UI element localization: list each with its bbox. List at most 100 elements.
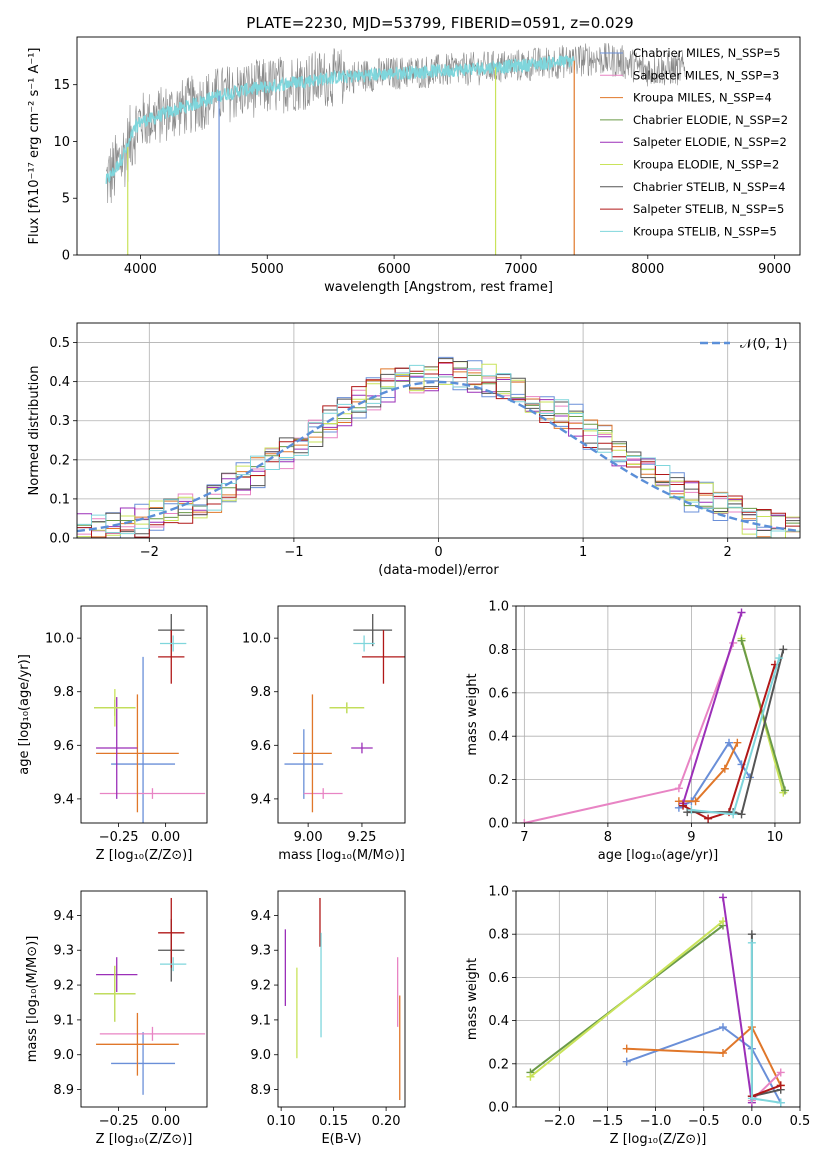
- plot-area: [284, 897, 401, 1101]
- weight-line-salpeter_stelib: [751, 1084, 782, 1098]
- y-tick-label: 9.2: [53, 979, 74, 994]
- y-tick-label: 10: [53, 135, 70, 150]
- y-tick-label: 10.0: [45, 632, 74, 647]
- x-tick-label: −1.5: [592, 1114, 624, 1129]
- spectrum-panel: 4000 5000 6000 7000 8000 9000 0 5 10 15 wavelength…: [27, 36, 801, 295]
- weight-marker: [520, 819, 529, 823]
- weight-marker: [622, 1057, 631, 1066]
- x-tick-label: −2.0: [544, 1114, 576, 1129]
- x-axis-label: Z [log₁₀(Z/Z⊙)]: [96, 848, 193, 863]
- plot-area: [94, 614, 206, 823]
- y-tick-label: 9.0: [250, 1048, 271, 1063]
- plot-area: [94, 897, 206, 1095]
- x-tick-label: 0.15: [319, 1114, 348, 1129]
- y-tick-label: 0.3: [49, 414, 70, 429]
- mass-vs-extinction-panel: 0.10 0.15 0.20 8.9 9.0 9.1 9.2 9.3 9.4 E(B-V): [250, 890, 406, 1147]
- weight-marker: [674, 784, 683, 793]
- weight-line-kroupa_miles: [626, 1025, 782, 1086]
- x-axis-label: Z [log₁₀(Z/Z⊙)]: [610, 1132, 707, 1147]
- weight-marker: [526, 1072, 535, 1081]
- y-tick-label: 0.2: [488, 773, 509, 788]
- weight-marker: [683, 808, 692, 817]
- weight-marker: [691, 797, 700, 806]
- x-tick-label: 8: [604, 830, 612, 845]
- weight-marker: [718, 1049, 727, 1057]
- x-tick-label: −2: [140, 545, 159, 560]
- x-tick-label: 5000: [251, 262, 284, 277]
- y-tick-label: 9.8: [53, 685, 74, 700]
- legend-entry: 𝒩(0, 1): [740, 337, 787, 352]
- weight-marker: [622, 1044, 631, 1053]
- x-tick-label: 0: [434, 545, 442, 560]
- x-tick-label: 7000: [504, 262, 537, 277]
- y-axis-label: mass weight: [465, 673, 480, 755]
- y-tick-label: 9.4: [250, 909, 271, 924]
- weight-marker: [674, 797, 683, 806]
- y-tick-label: 10.0: [242, 632, 271, 647]
- plot-area: [284, 614, 405, 813]
- y-tick-label: 0.0: [488, 1101, 509, 1116]
- legend-entry: Chabrier MILES, N_SSP=5: [633, 46, 780, 60]
- legend-entry: Kroupa MILES, N_SSP=4: [633, 91, 772, 105]
- y-tick-label: 0.2: [488, 1057, 509, 1072]
- weight-line-chabrier_stelib: [750, 934, 781, 1098]
- y-tick-label: 8.9: [250, 1083, 271, 1098]
- x-tick-label: 0.00: [151, 830, 180, 845]
- axes-frame: [76, 322, 801, 539]
- y-tick-label: 0.0: [488, 817, 509, 832]
- normal-curve: [77, 380, 800, 533]
- legend-entry: Salpeter ELODIE, N_SSP=2: [633, 135, 787, 149]
- y-tick-label: 5: [62, 192, 70, 207]
- y-axis-label: age [log₁₀(age/yr)]: [17, 654, 32, 775]
- y-tick-label: 9.4: [53, 792, 74, 807]
- residuals-panel: −2 −1 0 1 2 0.0 0.1 0.2 0.3 0.4 0.5 (data-model)/er…: [27, 322, 801, 578]
- x-tick-label: −0.5: [688, 1114, 720, 1129]
- x-tick-label: −0.25: [99, 830, 139, 845]
- x-tick-label: 9.00: [294, 830, 323, 845]
- x-axis-label: mass [log₁₀(M/M⊙)]: [278, 848, 405, 863]
- weight-marker: [737, 636, 746, 645]
- y-tick-label: 9.0: [53, 1048, 74, 1063]
- weight-marker: [718, 893, 727, 902]
- y-tick-label: 0.0: [49, 532, 70, 547]
- weight-marker: [718, 1023, 727, 1032]
- x-tick-label: 10: [767, 830, 784, 845]
- weight-marker: [720, 764, 729, 773]
- x-axis-label: wavelength [Angstrom, rest frame]: [324, 280, 553, 295]
- y-tick-label: 9.3: [53, 944, 74, 959]
- y-axis-label: mass [log₁₀(M/M⊙)]: [25, 936, 40, 1063]
- x-tick-label: 0.0: [742, 1114, 763, 1129]
- x-tick-label: 2: [724, 545, 732, 560]
- weight-vs-age-panel: 7 8 9 10 0.0 0.2 0.4 0.6 0.8 1.0 age [log₁₀(age/yr…: [465, 600, 801, 863]
- y-tick-label: 9.6: [53, 739, 74, 754]
- x-tick-label: −1.0: [640, 1114, 672, 1129]
- y-tick-label: 1.0: [488, 600, 509, 615]
- weight-marker: [775, 654, 784, 663]
- axes-frame: [277, 890, 406, 1108]
- observed-spectrum: [105, 42, 686, 204]
- spectrum-title: PLATE=2230, MJD=53799, FIBERID=0591, z=0…: [246, 14, 633, 32]
- weight-marker: [733, 738, 742, 747]
- legend-entry: Salpeter STELIB, N_SSP=5: [633, 202, 784, 216]
- weight-line-salpeter_miles: [524, 642, 735, 823]
- weight-marker: [776, 1081, 785, 1090]
- weight-marker: [737, 810, 746, 819]
- x-axis-label: age [log₁₀(age/yr)]: [598, 848, 719, 863]
- y-tick-label: 9.3: [250, 944, 271, 959]
- x-tick-label: 9.25: [347, 830, 376, 845]
- x-tick-label: 7: [520, 830, 528, 845]
- plot-area: [520, 608, 789, 823]
- axes-frame: [80, 605, 208, 824]
- y-tick-label: 9.4: [53, 909, 74, 924]
- histogram-salpeter_stelib: [77, 362, 800, 538]
- weight-marker: [687, 805, 696, 814]
- legend-entry: Kroupa ELODIE, N_SSP=2: [633, 158, 779, 172]
- x-tick-label: 6000: [378, 262, 411, 277]
- weight-marker: [704, 814, 713, 823]
- axes-frame: [76, 36, 801, 256]
- weight-marker: [776, 1068, 785, 1077]
- x-tick-label: −1: [284, 545, 303, 560]
- age-vs-mass-panel: 9.00 9.25 9.4 9.6 9.8 10.0 mass [log₁₀(M/M⊙)]: [242, 605, 406, 863]
- y-tick-label: 9.8: [250, 685, 271, 700]
